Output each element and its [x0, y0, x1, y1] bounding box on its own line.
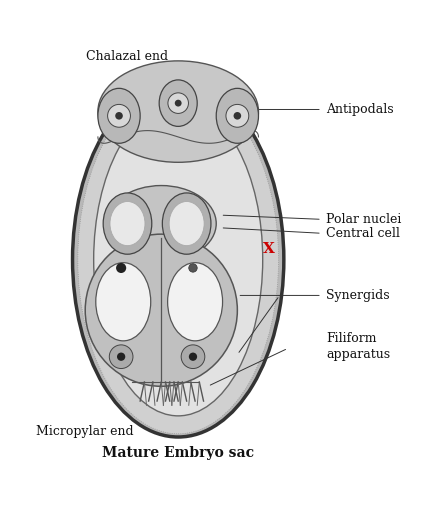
Text: Micropylar end: Micropylar end: [36, 425, 134, 438]
Ellipse shape: [103, 193, 152, 254]
Text: Polar nuclei: Polar nuclei: [326, 213, 402, 226]
Circle shape: [234, 112, 241, 119]
Ellipse shape: [96, 263, 151, 341]
Circle shape: [168, 93, 188, 114]
Circle shape: [189, 264, 197, 272]
Text: X: X: [263, 242, 275, 256]
Text: Filiform
apparatus: Filiform apparatus: [326, 332, 390, 361]
Circle shape: [175, 100, 181, 106]
Circle shape: [226, 104, 249, 127]
Ellipse shape: [159, 80, 197, 127]
Ellipse shape: [169, 201, 204, 245]
Text: Mature Embryo sac: Mature Embryo sac: [102, 446, 254, 460]
Ellipse shape: [73, 82, 284, 437]
Ellipse shape: [98, 61, 259, 162]
Ellipse shape: [98, 88, 140, 143]
Text: Antipodals: Antipodals: [326, 103, 394, 116]
Text: Chalazal end: Chalazal end: [86, 50, 169, 63]
Circle shape: [189, 352, 197, 361]
Circle shape: [115, 112, 123, 119]
Circle shape: [181, 345, 205, 368]
Ellipse shape: [110, 201, 145, 245]
Circle shape: [116, 263, 126, 273]
Ellipse shape: [167, 263, 223, 341]
Ellipse shape: [106, 186, 216, 262]
Ellipse shape: [85, 234, 237, 386]
Circle shape: [117, 352, 125, 361]
Ellipse shape: [94, 103, 263, 416]
Text: Central cell: Central cell: [326, 227, 400, 240]
Ellipse shape: [216, 88, 259, 143]
Ellipse shape: [78, 85, 279, 434]
Circle shape: [108, 104, 131, 127]
Text: Synergids: Synergids: [326, 289, 390, 302]
Circle shape: [109, 345, 133, 368]
Ellipse shape: [162, 193, 211, 254]
